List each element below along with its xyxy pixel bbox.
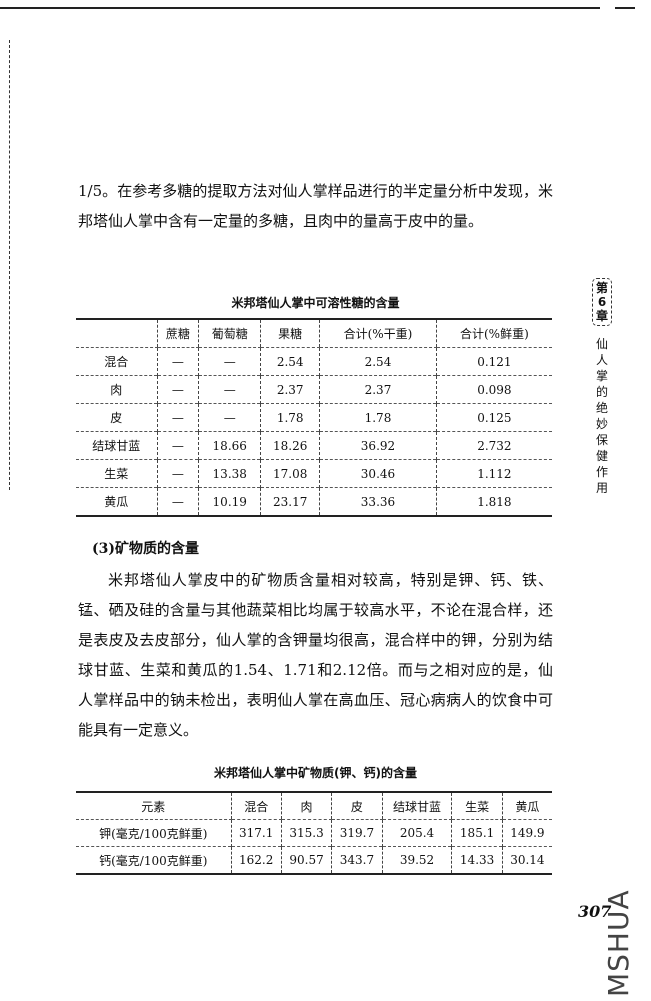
column-header: 肉 xyxy=(280,792,332,820)
sugar-table: 蔗糖 葡萄糖 果糖 合计(%干重) 合计(%鲜重) 混合 — —2.54 2.54 0.121 肉… xyxy=(76,318,552,517)
chapter-label-end: 章 xyxy=(595,309,608,323)
table-row: 混合 — —2.54 2.54 0.121 xyxy=(76,347,552,376)
table-row: 钾(毫克/100克鲜重) 317.1 315.3 319.7 205.4 185.1 149… xyxy=(76,819,552,847)
table-cell: — xyxy=(156,459,199,488)
table-cell: 18.66 xyxy=(198,431,261,460)
table-cell: 1.78 xyxy=(319,403,437,432)
top-rule-short xyxy=(615,7,635,9)
table-row: 肉 — —2.37 2.37 0.098 xyxy=(76,375,552,404)
table-cell: 0.098 xyxy=(435,375,552,404)
table-cell: 13.38 xyxy=(198,459,261,488)
table-cell: 10.19 xyxy=(198,487,261,516)
table-cell: 162.2 xyxy=(230,846,282,874)
table-cell: 黄瓜 xyxy=(76,487,158,516)
table1-title: 米邦塔仙人掌中可溶性糖的含量 xyxy=(231,296,400,310)
table-row: 黄瓜 —10.19 23.17 33.36 1.818 xyxy=(76,487,552,516)
table-cell: 1.112 xyxy=(435,459,552,488)
table-cell: 生菜 xyxy=(76,459,158,488)
table-cell: 皮 xyxy=(76,403,158,432)
section-heading: (3)矿物质的含量 xyxy=(92,541,199,557)
table-cell: 2.732 xyxy=(435,431,552,460)
table-cell: 30.14 xyxy=(501,846,552,874)
column-header: 生菜 xyxy=(451,792,503,820)
table-row: 皮 — —1.78 1.78 0.125 xyxy=(76,403,552,432)
table-row: 生菜 —13.38 17.08 30.46 1.112 xyxy=(76,459,552,488)
table-cell: — xyxy=(198,375,261,404)
table-cell: 33.36 xyxy=(319,487,437,516)
table-row: 钙(毫克/100克鲜重) 162.2 90.57 343.7 39.52 14.33 30.… xyxy=(76,846,552,874)
table-cell: — xyxy=(156,431,199,460)
table-cell: 0.125 xyxy=(435,403,552,432)
chapter-title: 仙人掌的绝妙保健作用 xyxy=(595,337,608,495)
top-rule xyxy=(0,7,600,9)
table-cell: 钙(毫克/100克鲜重) xyxy=(76,846,232,874)
table-cell: 1.818 xyxy=(435,487,552,516)
column-header: 葡萄糖 xyxy=(198,319,261,348)
column-header: 蔗糖 xyxy=(156,319,199,348)
chapter-badge: 第 6 章 xyxy=(592,278,612,326)
column-header: 元素 xyxy=(76,792,232,820)
column-header: 果糖 xyxy=(260,319,320,348)
chapter-number: 6 xyxy=(597,295,607,309)
table-cell: 0.121 xyxy=(435,347,552,376)
paragraph-2: 米邦塔仙人掌皮中的矿物质含量相对较高，特别是钾、钙、铁、锰、硒及硅的含量与其他蔬… xyxy=(78,571,553,739)
watermark: MSHUA xyxy=(602,889,635,997)
table-cell: 23.17 xyxy=(260,487,320,516)
table-cell: 2.54 xyxy=(319,347,437,376)
column-header: 结球甘蓝 xyxy=(381,792,452,820)
table-cell: — xyxy=(198,403,261,432)
table-cell: — xyxy=(156,403,199,432)
table-cell: — xyxy=(156,347,199,376)
column-header: 黄瓜 xyxy=(501,792,552,820)
table-cell: — xyxy=(156,375,199,404)
table-cell: 2.54 xyxy=(260,347,320,376)
table-cell: 14.33 xyxy=(451,846,503,874)
margin-marks xyxy=(9,40,11,490)
table2-title: 米邦塔仙人掌中矿物质(钾、钙)的含量 xyxy=(214,766,417,780)
table-cell: 30.46 xyxy=(319,459,437,488)
table-row: 结球甘蓝 —18.66 18.26 36.92 2.732 xyxy=(76,431,552,460)
table-cell: 315.3 xyxy=(280,819,332,847)
table-cell: 317.1 xyxy=(230,819,282,847)
table-cell: 肉 xyxy=(76,375,158,404)
table-cell: 343.7 xyxy=(331,846,383,874)
table-cell: 36.92 xyxy=(319,431,437,460)
mineral-table: 元素 混合肉皮结球甘蓝 生菜 黄瓜 钾(毫克/100克鲜重) 317.1 315.3 319… xyxy=(76,791,552,875)
column-header: 合计(%鲜重) xyxy=(435,319,552,348)
table-cell: 90.57 xyxy=(280,846,332,874)
column-header: 混合 xyxy=(230,792,282,820)
chapter-sidebar: 第 6 章 仙人掌的绝妙保健作用 xyxy=(592,278,612,496)
table-cell: 205.4 xyxy=(381,819,452,847)
table-cell: 17.08 xyxy=(260,459,320,488)
table-cell: 149.9 xyxy=(501,819,552,847)
table-cell: 2.37 xyxy=(260,375,320,404)
table-cell: — xyxy=(198,347,261,376)
page-number: 307 xyxy=(578,902,612,921)
table-cell: 2.37 xyxy=(319,375,437,404)
column-header: 合计(%干重) xyxy=(319,319,437,348)
table-cell: 钾(毫克/100克鲜重) xyxy=(99,826,208,841)
table-cell: 185.1 xyxy=(451,819,503,847)
column-header: 皮 xyxy=(331,792,383,820)
chapter-label: 第 xyxy=(595,281,608,295)
table-cell: 1.78 xyxy=(260,403,320,432)
table-cell: 39.52 xyxy=(381,846,452,874)
table-cell: 结球甘蓝 xyxy=(76,431,158,460)
table-cell: 319.7 xyxy=(331,819,383,847)
table-cell: 18.26 xyxy=(260,431,320,460)
table-cell: 混合 xyxy=(104,355,129,369)
table-cell: — xyxy=(156,487,199,516)
column-header xyxy=(76,319,158,348)
paragraph-1: 1/5。在参考多糖的提取方法对仙人掌样品进行的半定量分析中发现，米邦塔仙人掌中含… xyxy=(78,182,553,230)
